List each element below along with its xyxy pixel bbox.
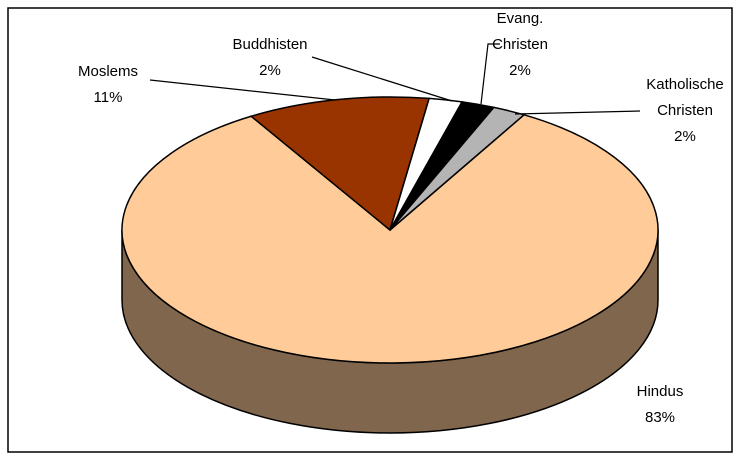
leader-line — [480, 43, 500, 105]
category-label: Evang. Christen — [492, 10, 548, 53]
data-label: Hindus 83% — [615, 379, 705, 431]
value-label: 2% — [674, 128, 696, 145]
pie-slice — [389, 106, 526, 231]
data-label: Buddhisten 2% — [225, 32, 315, 84]
value-label: 83% — [644, 409, 676, 426]
category-label: Hindus — [636, 383, 684, 400]
category-label: Katholische Christen — [646, 76, 724, 119]
pie-slice — [121, 113, 659, 364]
data-label: Evang. Christen 2% — [475, 6, 565, 84]
data-label: Moslems 11% — [63, 59, 153, 111]
value-label: 11% — [93, 89, 123, 106]
leader-line — [149, 79, 336, 101]
data-label: Katholische Christen 2% — [640, 72, 730, 150]
leader-line — [514, 110, 641, 115]
value-label: 2% — [509, 62, 531, 79]
pie-slice — [249, 96, 431, 232]
category-label: Buddhisten — [232, 36, 308, 53]
leader-line — [311, 56, 453, 102]
category-label: Moslems — [77, 63, 138, 80]
value-label: 2% — [259, 62, 281, 79]
